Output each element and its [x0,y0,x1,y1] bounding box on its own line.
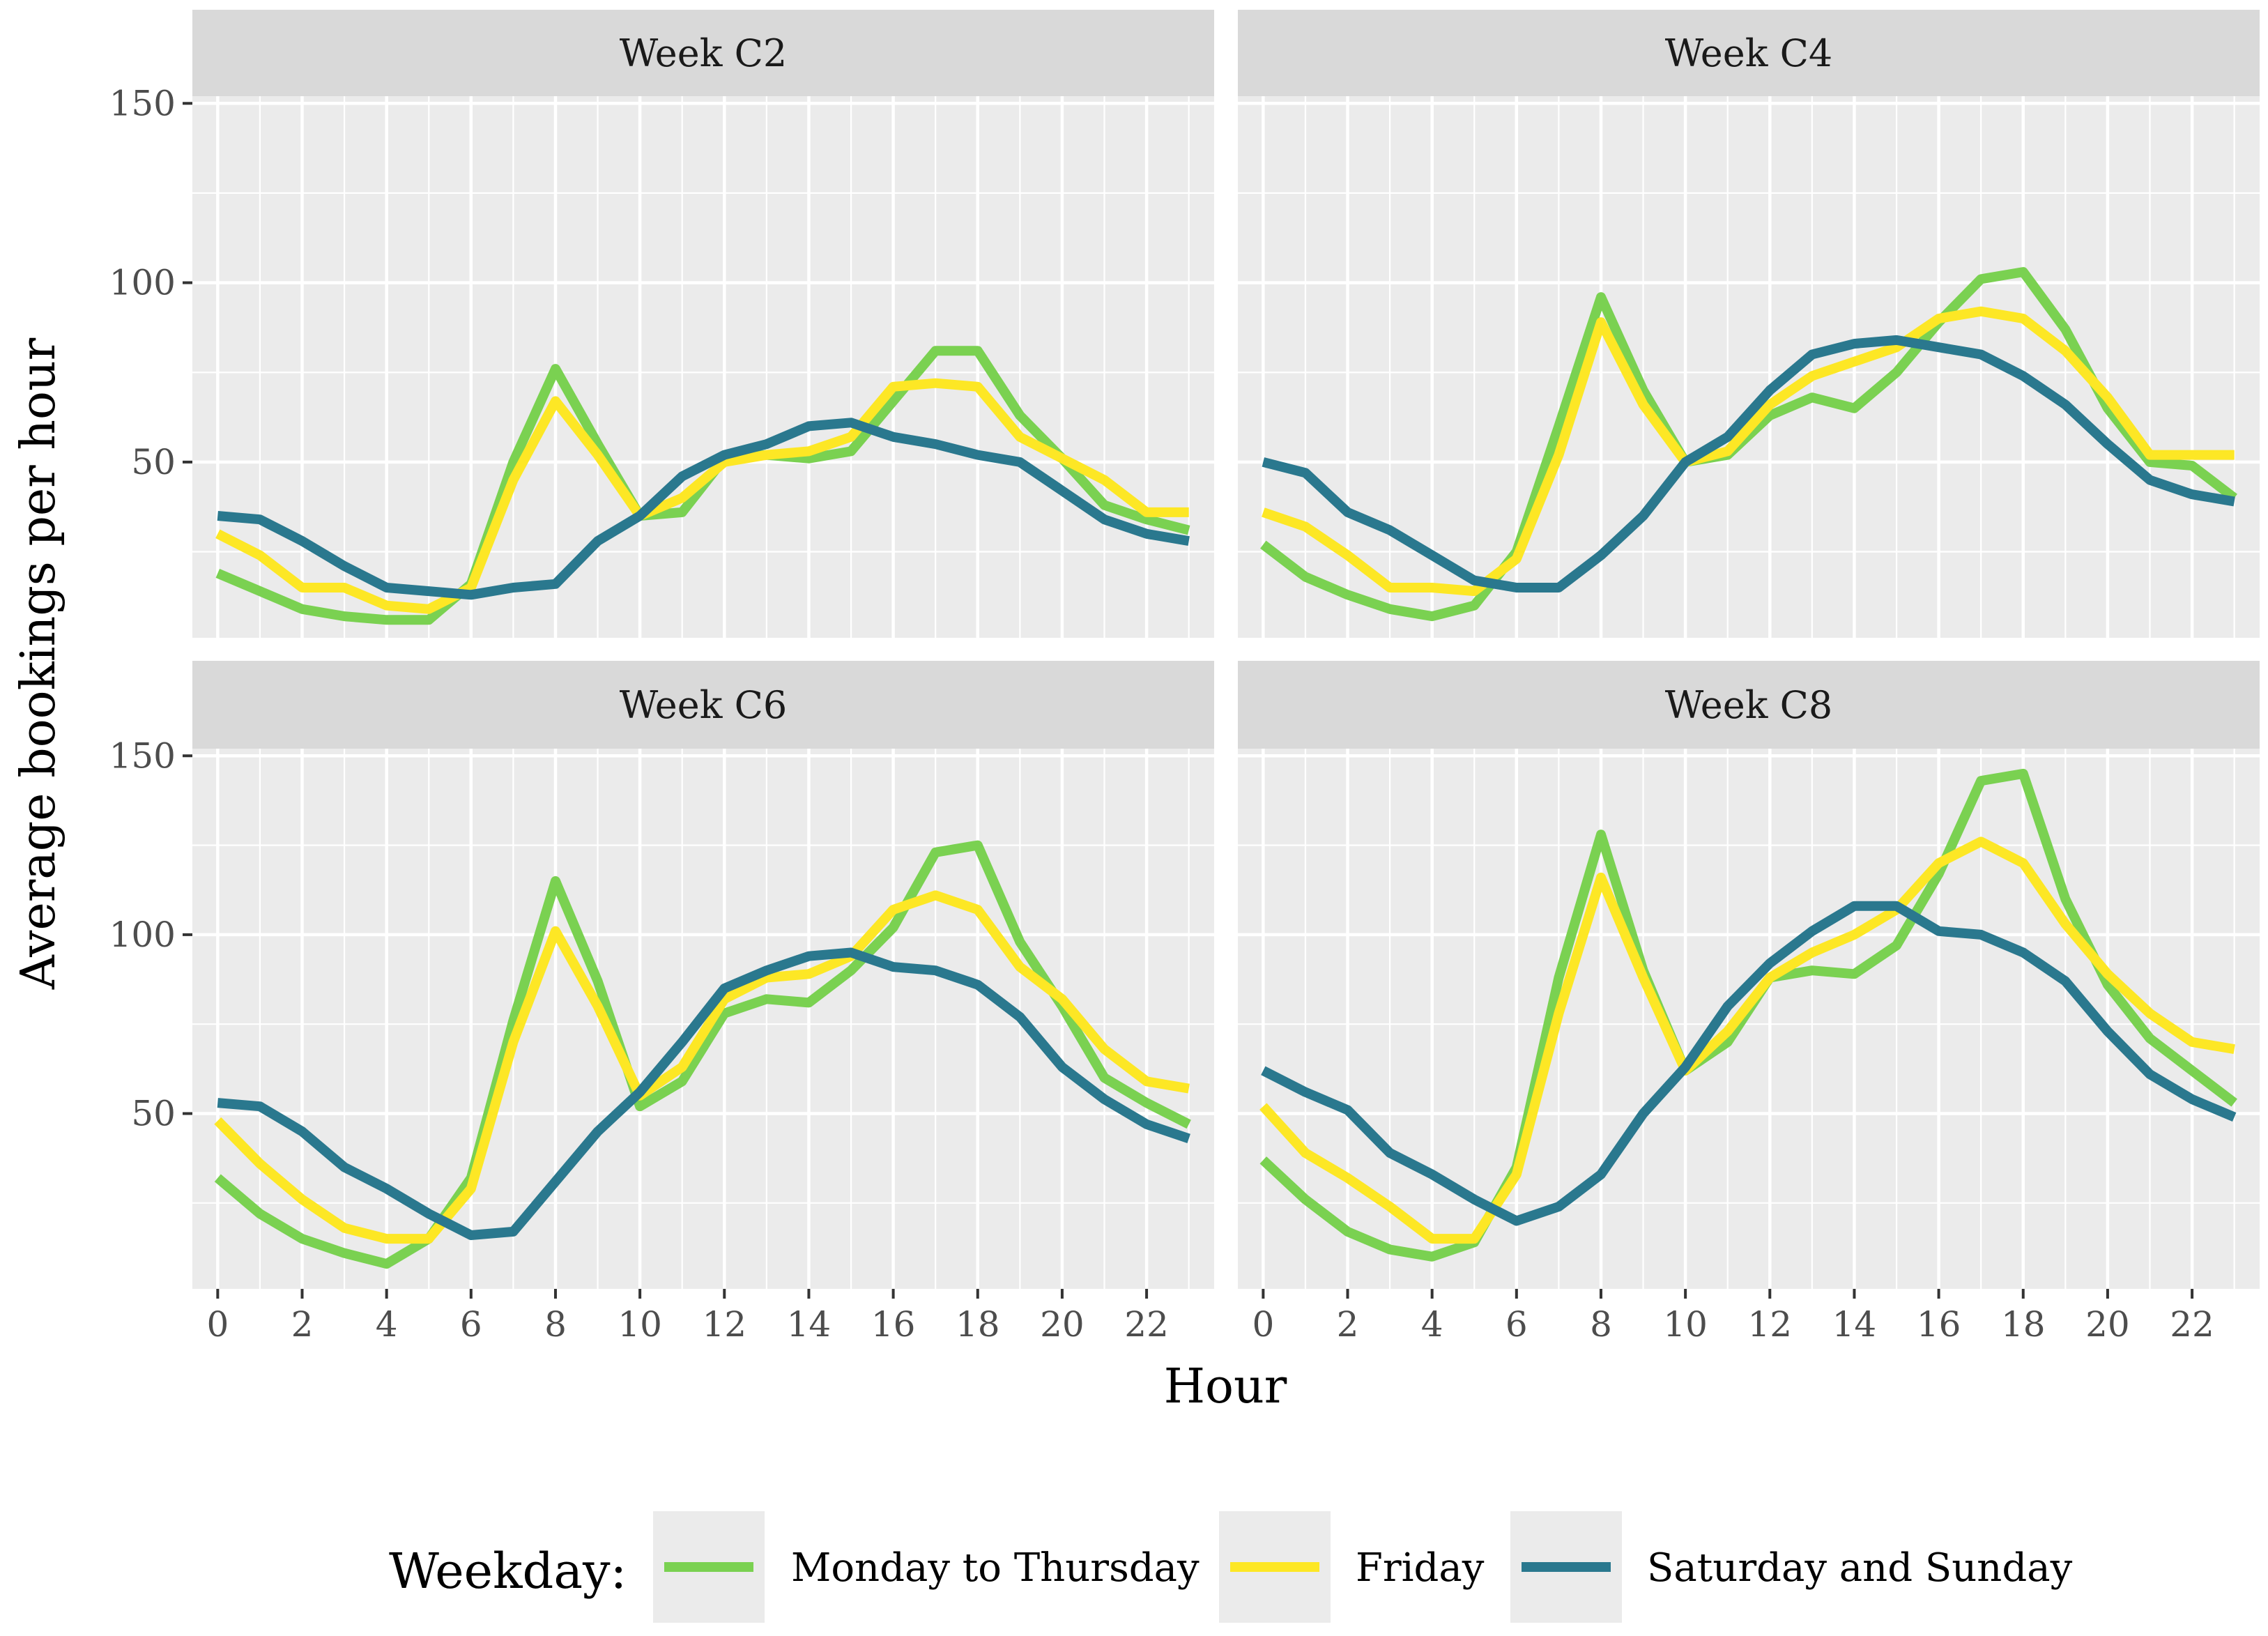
panel-background [192,96,1214,638]
panel-week-c2: Week C2 50 100 150 [109,10,1214,638]
x-tick-label: 14 [1832,1304,1877,1345]
x-axis-title: Hour [1164,1359,1287,1414]
facet-strip-label: Week C2 [620,31,788,75]
series-line-saturday-and-sunday [1262,335,2235,593]
legend-entry-friday: Friday [1219,1511,1485,1623]
y-axis-title: Average bookings per hour [11,337,66,990]
x-tick-label: 10 [1663,1304,1708,1345]
legend-title: Weekday: [389,1543,627,1600]
legend-entry-saturday-and-sunday: Saturday and Sunday [1510,1511,2073,1623]
series-line-saturday-and-sunday [1261,901,2237,1226]
x-tick-label: 4 [376,1304,398,1345]
facet-strip [1238,661,2260,749]
legend-label-saturday-and-sunday: Saturday and Sunday [1647,1545,2073,1591]
panel-week-c8: Week C8 0 2 4 6 8 10 12 14 16 18 20 22 [1238,661,2260,1345]
x-tick-label: 18 [2001,1304,2046,1345]
facet-strip [1238,10,2260,96]
x-tick-label: 0 [206,1304,229,1345]
y-tick-label: 50 [131,1094,176,1134]
panel-background [1238,749,2260,1289]
facet-strip-label: Week C8 [1665,683,1833,727]
legend-label-friday: Friday [1356,1545,1485,1591]
x-tick-label: 6 [460,1304,482,1345]
facet-strip-label: Week C4 [1665,31,1833,75]
facet-strip [192,10,1214,96]
y-tick-label: 100 [109,915,176,955]
y-tick-label: 50 [131,442,176,482]
x-tick-label: 12 [1747,1304,1792,1345]
series-line-friday [1262,306,2235,597]
x-tick-label: 20 [2085,1304,2130,1345]
x-tick-label: 8 [544,1304,567,1345]
x-tick-label: 2 [1337,1304,1359,1345]
x-tick-label: 8 [1590,1304,1612,1345]
x-tick-label: 22 [1124,1304,1169,1345]
x-tick-label: 12 [702,1304,746,1345]
legend-entry-monday-to-thursday: Monday to Thursday [653,1511,1200,1623]
x-tick-label: 16 [871,1304,916,1345]
series-line-saturday-and-sunday [217,418,1190,600]
x-tick-label: 10 [618,1304,662,1345]
x-tick-label: 2 [291,1304,314,1345]
x-tick-label: 18 [956,1304,1000,1345]
series-line-friday [215,378,1189,614]
y-tick-label: 150 [109,735,176,776]
series-line-friday [1259,836,2235,1244]
series-line-friday [214,890,1190,1244]
panel-week-c4: Week C4 [1238,10,2260,638]
panel-week-c6: Week C6 50 100 150 0 2 4 6 8 10 12 14 16 18 20 22 [109,661,1214,1345]
y-tick-label: 100 [109,263,176,303]
x-tick-label: 22 [2170,1304,2214,1345]
facet-strip [192,661,1214,749]
y-tick-label: 150 [109,83,176,123]
x-tick-label: 6 [1505,1304,1528,1345]
x-tick-label: 14 [787,1304,832,1345]
x-tick-label: 0 [1252,1304,1274,1345]
series-line-monday-to-thursday [214,840,1191,1269]
legend-label-monday-to-thursday: Monday to Thursday [791,1545,1200,1591]
series-line-saturday-and-sunday [217,947,1190,1240]
x-tick-label: 16 [1917,1304,1961,1345]
x-tick-label: 4 [1421,1304,1443,1345]
legend: Weekday: Monday to Thursday Friday Satur… [389,1511,2073,1623]
x-tick-label: 20 [1040,1304,1085,1345]
facet-strip-label: Week C6 [620,683,788,727]
